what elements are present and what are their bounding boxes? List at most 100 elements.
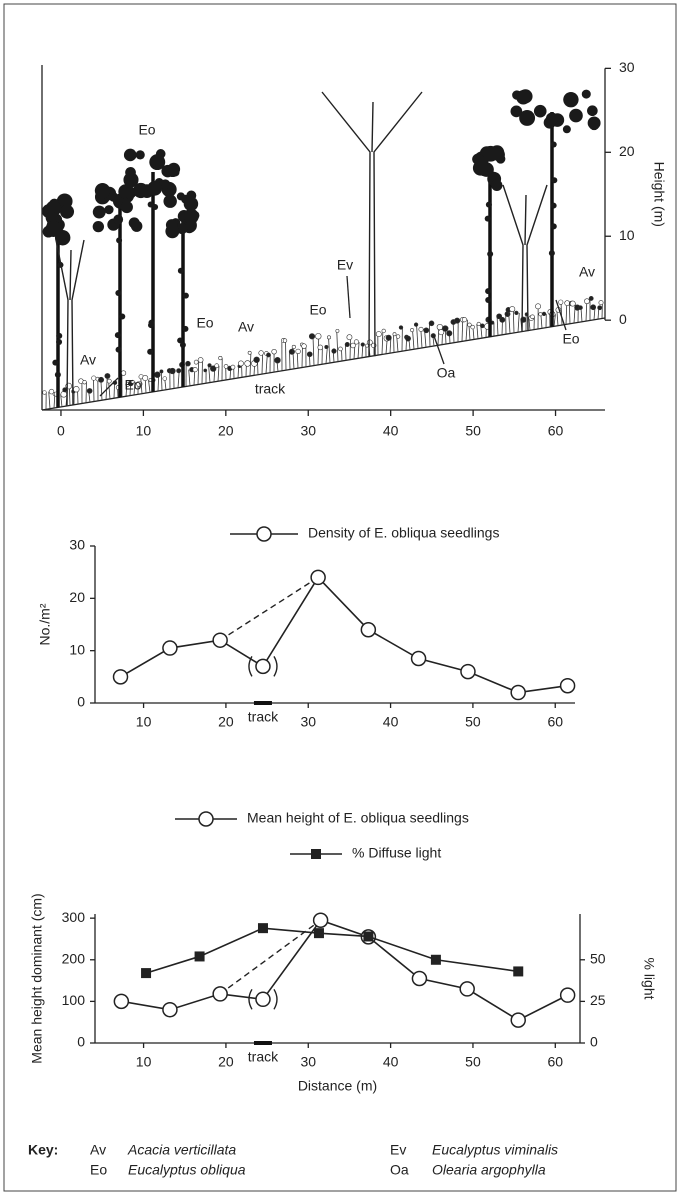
track-label: track [248,709,279,725]
trunk-foliage [115,346,122,353]
shrub-leaf [436,323,444,331]
shrub-leaf [395,334,401,339]
x-tick-label: 60 [547,714,563,730]
shrub-stem [349,337,351,360]
trunk-foliage [550,202,557,209]
marker-circle [112,669,129,685]
shrub-leaf [558,299,564,305]
species-label: Eo [124,377,141,393]
trunk-foliage [116,237,123,244]
shrub-stem [188,369,191,386]
y-tick-label: 100 [62,992,86,1008]
species-label: Oa [437,365,456,381]
shrub-leaf [258,350,264,356]
shrub-leaf [136,380,143,388]
y2-axis-label: % light [641,957,657,999]
y-tick-label: 0 [77,694,85,710]
shrub-stem [396,336,399,352]
shrub-stem [113,382,115,399]
shrub-leaf [86,388,93,394]
shrub-leaf [291,344,296,349]
shrub-leaf [405,335,411,342]
shrub-leaf [317,344,323,351]
track-label: track [255,381,286,397]
x-axis-label: Distance (m) [298,1078,377,1094]
bare-tree [55,239,85,406]
tree-canopy [190,211,200,220]
marker-square [313,928,324,939]
x-tick-label: 10 [136,714,152,730]
marker-square [257,923,268,934]
shrub-leaf [446,330,453,337]
tree-canopy [113,214,124,225]
shrub-leaf [162,376,168,381]
track-label: track [248,1049,279,1065]
species-label: Eo [309,302,326,318]
y2-tick-label: 25 [590,992,606,1008]
shrub-leaf [203,368,208,373]
shrub-leaf [428,320,435,327]
shrub-leaf [308,333,316,340]
shrub-leaf [60,391,68,398]
x-tick-label: 50 [465,423,481,439]
y-tick-label: 200 [62,950,86,966]
trunk-foliage [484,215,491,222]
x-tick-label: 50 [465,714,481,730]
tree-canopy [92,220,105,233]
x-tick-label: 60 [548,423,564,439]
shrub-stem [261,352,264,375]
shrub-stem [312,336,315,366]
y-tick-label: 30 [619,59,635,75]
tree-canopy [94,183,111,199]
shrub-leaf [344,342,350,348]
shrub-leaf [106,378,112,384]
tree-canopy [183,196,199,212]
shrub-leaf [413,322,419,327]
y-axis-label: Height (m) [651,162,667,227]
shrub-leaf [597,305,603,311]
shrub-leaf [564,300,571,306]
x-tick-label: 50 [465,1054,481,1070]
tree-canopy [104,205,114,215]
x-tick-label: 20 [218,1054,234,1070]
shrub-leaf [169,367,176,375]
shrub-leaf [467,322,472,327]
trunk-foliage [182,292,189,299]
trunk-foliage [152,203,159,210]
tree-canopy [168,225,180,236]
marker-circle [360,621,377,638]
shrub-leaf [588,296,594,301]
trunk-foliage [548,250,555,257]
shrub-leaf [360,342,365,347]
series-line [121,919,569,1022]
shrub-leaf [193,359,199,365]
shrub-stem [105,375,108,400]
shrub-leaf [499,316,506,323]
shrub-leaf [335,328,340,333]
shrub-stem [217,365,220,382]
ground-line [41,317,606,411]
trunk-foliage [177,267,184,274]
shrub-leaf [238,360,244,367]
shrub-leaf [438,329,445,336]
y-tick-label: 10 [619,227,635,243]
marker-circle [255,991,271,1008]
shrub-leaf [381,328,386,334]
shrub-leaf [598,300,604,306]
shrub-stem [341,348,343,361]
tree-canopy [482,145,499,162]
shrub-leaf [42,390,47,395]
key-name: Eucalyptus viminalis [432,1142,558,1158]
shrub-leaf [253,356,260,363]
trunk-foliage [177,337,184,344]
y-axis-label: Mean height dominant (cm) [29,893,45,1063]
marker-square [194,951,205,962]
trunk-foliage [56,339,63,346]
series-line [145,927,519,974]
key-code: Eo [90,1162,107,1178]
tree-canopy [581,89,591,99]
shrub-stem [317,336,320,365]
shrub-leaf [584,298,590,305]
species-label: Av [80,352,96,368]
shrub-leaf [385,334,392,341]
